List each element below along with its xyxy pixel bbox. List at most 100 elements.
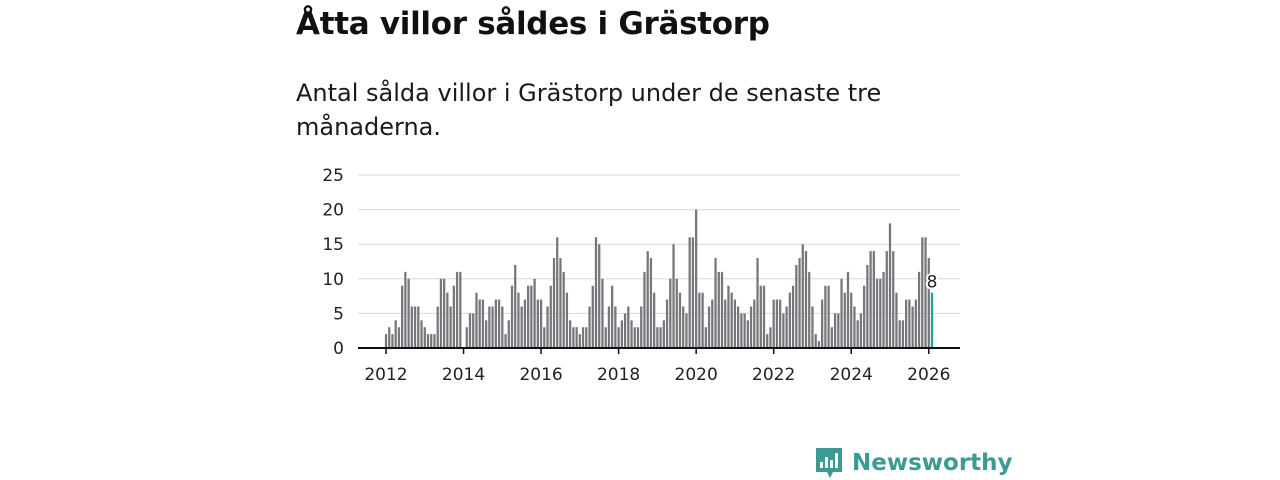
bar <box>779 299 782 348</box>
y-tick-label: 10 <box>322 270 344 290</box>
bar <box>669 278 672 348</box>
bar <box>688 237 691 348</box>
bar <box>895 292 898 348</box>
bar <box>837 313 840 348</box>
bar <box>730 292 733 348</box>
bar <box>459 271 462 348</box>
bar <box>404 271 407 348</box>
bar <box>833 313 837 348</box>
brand-logo[interactable]: Newsworthy <box>814 446 1013 480</box>
bar <box>869 251 872 348</box>
bar <box>853 306 856 348</box>
bar <box>468 313 472 348</box>
x-tick-label: 2018 <box>597 365 640 385</box>
bar <box>546 306 549 348</box>
x-tick-label: 2012 <box>364 365 407 385</box>
bar <box>746 320 749 348</box>
bar <box>905 299 908 348</box>
bar <box>817 341 821 348</box>
x-tick-label: 2020 <box>675 365 718 385</box>
bar <box>423 327 426 348</box>
bar <box>659 327 662 348</box>
bar <box>559 258 562 348</box>
bar <box>720 271 724 348</box>
bar <box>843 292 846 348</box>
bar <box>562 271 565 348</box>
subtitle: Antal sålda villor i Grästorp under de s… <box>296 79 882 141</box>
bar <box>514 264 517 348</box>
bar <box>840 278 843 348</box>
bar <box>824 285 827 348</box>
y-tick-label: 5 <box>333 304 344 324</box>
bar <box>927 258 930 348</box>
bar <box>465 327 468 348</box>
bar <box>711 299 714 348</box>
bar <box>620 320 623 348</box>
bar <box>439 278 443 348</box>
bar <box>420 320 423 348</box>
bar <box>850 292 853 348</box>
bar <box>633 327 636 348</box>
bar <box>497 299 501 348</box>
bar <box>391 334 394 348</box>
bar <box>523 299 527 348</box>
headline: Åtta villor såldes i Grästorp <box>296 6 770 42</box>
bar <box>675 278 678 348</box>
bar <box>827 285 830 348</box>
gridlines <box>358 174 960 314</box>
bar-highlight <box>930 292 934 348</box>
bar <box>594 237 598 348</box>
bar <box>504 334 507 348</box>
bar <box>717 271 720 348</box>
bar <box>517 292 520 348</box>
bar <box>698 292 701 348</box>
bar <box>775 299 779 348</box>
bar <box>662 320 665 348</box>
bar <box>488 306 491 348</box>
highlight-value-label: 8 <box>927 273 938 293</box>
bar <box>591 285 594 348</box>
bar <box>801 244 804 348</box>
bar <box>665 299 669 348</box>
bar <box>727 285 730 348</box>
bar <box>507 320 510 348</box>
x-tick-label: 2026 <box>907 365 950 385</box>
bar <box>788 292 791 348</box>
bar <box>446 292 449 348</box>
bar <box>449 306 452 348</box>
bar <box>501 306 504 348</box>
bar <box>617 327 620 348</box>
bar <box>908 299 911 348</box>
bar <box>388 327 391 348</box>
axes: 0 5 10 15 20 25 2012 2014 2016 2018 2020 2022 2024 20… <box>322 166 960 385</box>
bar <box>520 306 523 348</box>
bar <box>430 334 433 348</box>
bar <box>762 285 766 348</box>
bar <box>394 320 397 348</box>
bar <box>485 320 488 348</box>
bar <box>863 285 866 348</box>
y-tick-label: 0 <box>333 339 344 359</box>
x-tick-label: 2024 <box>830 365 873 385</box>
bar <box>766 334 769 348</box>
bar <box>914 299 917 348</box>
bar <box>898 320 901 348</box>
bar <box>846 271 850 348</box>
bar <box>911 306 914 348</box>
bar <box>426 334 430 348</box>
bar <box>798 258 801 348</box>
bar <box>565 292 569 348</box>
bar <box>892 251 895 348</box>
bar <box>795 264 798 348</box>
bar <box>623 313 627 348</box>
bar <box>536 299 539 348</box>
bar <box>888 223 892 348</box>
data-labels: 8 <box>925 271 940 295</box>
bar <box>653 292 656 348</box>
bar <box>814 334 817 348</box>
bar <box>585 327 588 348</box>
bar <box>407 278 410 348</box>
bar <box>808 271 811 348</box>
bar <box>866 264 869 348</box>
bar <box>494 299 497 348</box>
